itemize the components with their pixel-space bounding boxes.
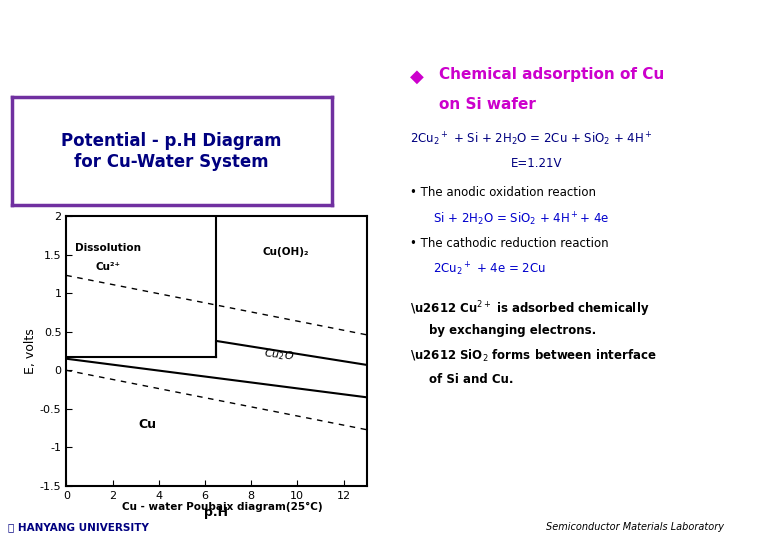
Text: Cu - water Poubaix diagram(25°C): Cu - water Poubaix diagram(25°C) — [122, 502, 323, 512]
Text: Chemical adsorption of Cu: Chemical adsorption of Cu — [439, 68, 665, 83]
Text: Semiconductor Materials Laboratory: Semiconductor Materials Laboratory — [546, 522, 724, 532]
Text: 2Cu$_2$$^+$ + 4e = 2Cu: 2Cu$_2$$^+$ + 4e = 2Cu — [433, 261, 546, 278]
Text: by exchanging electrons.: by exchanging electrons. — [429, 324, 596, 337]
Text: Cu(OH)₂: Cu(OH)₂ — [263, 247, 309, 256]
Text: Ⓐ HANYANG UNIVERSITY: Ⓐ HANYANG UNIVERSITY — [8, 522, 149, 532]
Text: Si + 2H$_2$O = SiO$_2$ + 4H$^+$+ 4e: Si + 2H$_2$O = SiO$_2$ + 4H$^+$+ 4e — [433, 211, 609, 228]
Text: of Si and Cu.: of Si and Cu. — [429, 373, 513, 386]
Text: $Cu_2O$: $Cu_2O$ — [263, 346, 295, 363]
Text: Potential - p.H Diagram
for Cu-Water System: Potential - p.H Diagram for Cu-Water Sys… — [62, 132, 282, 171]
Text: Cu: Cu — [138, 418, 156, 431]
Text: Dissolution: Dissolution — [75, 242, 141, 253]
Text: ◆: ◆ — [410, 68, 424, 85]
Text: on Si wafer: on Si wafer — [439, 97, 536, 112]
Text: E=1.21V: E=1.21V — [511, 157, 562, 170]
X-axis label: p.H: p.H — [204, 507, 229, 519]
Text: \u2612 Cu$^{2+}$ is adsorbed chemically: \u2612 Cu$^{2+}$ is adsorbed chemically — [410, 300, 649, 319]
Text: • The cathodic reduction reaction: • The cathodic reduction reaction — [410, 237, 608, 249]
Text: • The anodic oxidation reaction: • The anodic oxidation reaction — [410, 186, 595, 199]
Y-axis label: E, volts: E, volts — [24, 328, 37, 374]
Text: 2Cu$_2$$^+$ + Si + 2H$_2$O = 2Cu + SiO$_2$ + 4H$^+$: 2Cu$_2$$^+$ + Si + 2H$_2$O = 2Cu + SiO$_… — [410, 131, 652, 148]
Text: \u2612 SiO$_2$ forms between interface: \u2612 SiO$_2$ forms between interface — [410, 348, 656, 364]
Text: Cu²⁺: Cu²⁺ — [95, 262, 120, 272]
